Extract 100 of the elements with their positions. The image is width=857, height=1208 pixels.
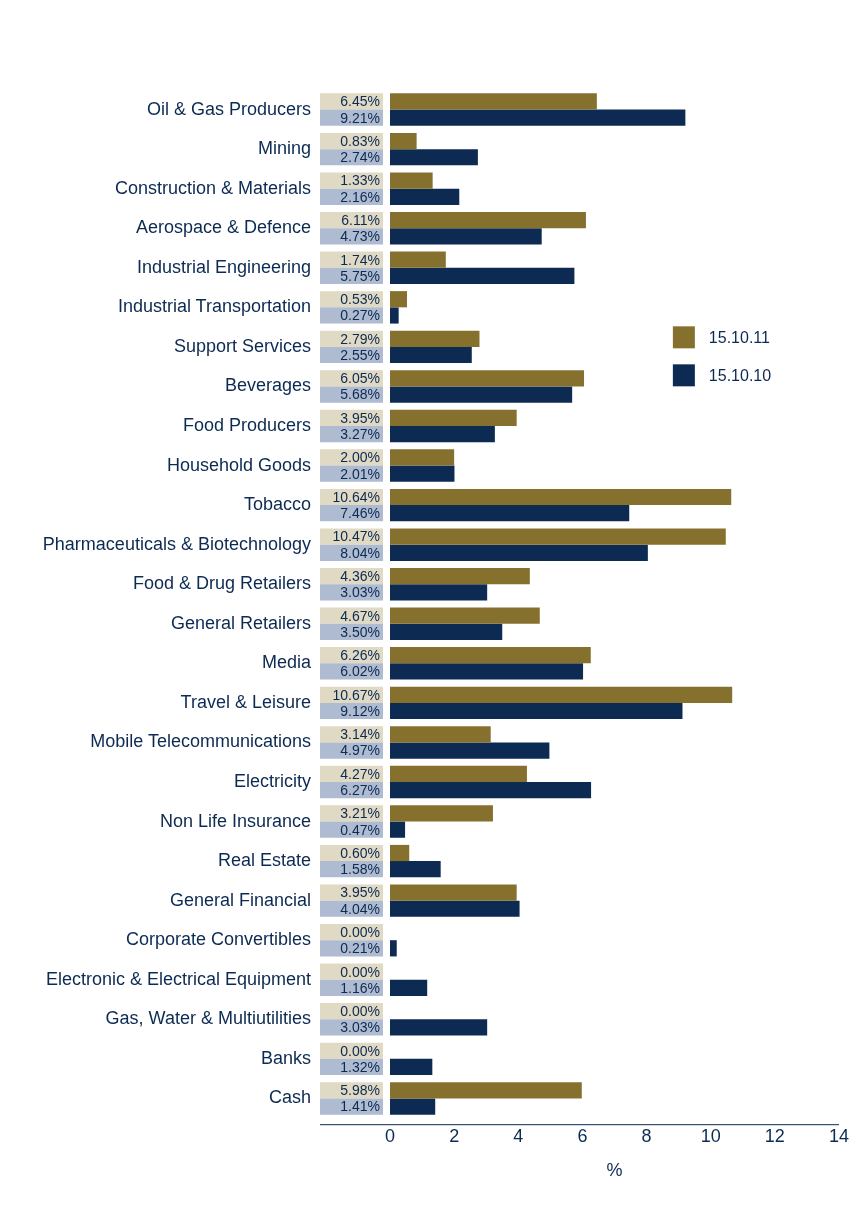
data-label: 3.03% [340,584,380,601]
y-tick-label: Electronic & Electrical Equipment [45,968,311,989]
bar [390,1019,488,1036]
bar [390,449,455,466]
bar [390,1058,433,1076]
bar [390,212,586,229]
data-label: 1.16% [340,979,380,996]
data-label: 2.74% [340,149,380,166]
data-label: 4.73% [340,228,380,245]
data-label: 4.04% [340,900,380,917]
data-label: 4.36% [340,567,380,584]
data-label: 4.67% [340,607,380,624]
bar [390,940,397,957]
bar [390,346,472,364]
data-label: 2.01% [340,465,380,482]
y-tick-label: Industrial Engineering [136,256,311,277]
x-tick-label: 6 [577,1125,588,1146]
data-label: 0.00% [340,963,380,980]
data-label: 2.55% [340,346,380,363]
data-label: 2.16% [340,188,380,205]
bar [390,528,726,545]
data-label: 2.00% [340,449,380,466]
data-label: 6.27% [340,781,380,798]
data-label: 1.33% [340,172,380,189]
data-label: 9.12% [340,702,380,719]
y-tick-label: Electricity [233,770,311,791]
data-label: 7.46% [340,505,380,522]
data-label: 6.02% [340,663,380,680]
bar [390,726,491,743]
x-axis-title: % [606,1159,623,1180]
data-label: 5.75% [340,267,380,284]
bar [390,979,428,996]
bar [390,702,683,720]
y-tick-label: Industrial Transportation [117,296,311,317]
y-tick-label: Media [261,652,312,673]
y-tick-label: Food Producers [182,414,311,435]
bar [390,386,573,403]
y-tick-label: Real Estate [217,850,311,871]
data-label: 0.00% [340,1003,380,1020]
data-label: 6.05% [340,370,380,387]
y-tick-label: Gas, Water & Multiutilities [105,1008,311,1029]
bar [390,488,732,506]
bar [390,844,410,862]
bar [390,607,540,624]
data-label: 0.21% [340,940,380,957]
data-label: 0.00% [340,923,380,940]
y-tick-label: General Retailers [170,612,311,633]
bar [390,765,527,782]
data-label: 0.53% [340,291,380,308]
data-label: 10.67% [332,686,380,703]
bar [390,584,488,601]
x-tick-label: 0 [384,1125,396,1146]
y-tick-label: Aerospace & Defence [135,217,311,238]
y-tick-label: Oil & Gas Producers [146,98,311,119]
y-tick-label: Food & Drug Retailers [132,573,311,594]
data-label: 1.74% [340,251,380,268]
bar [390,900,520,917]
data-label: 10.47% [332,528,380,545]
data-label: 10.64% [332,488,380,505]
bar [390,93,597,110]
data-label: 4.27% [340,765,380,782]
data-label: 8.04% [340,544,380,561]
y-tick-label: Construction & Materials [114,177,311,198]
bar [390,267,575,285]
y-tick-label: General Financial [169,889,311,910]
data-label: 0.27% [340,307,380,324]
data-label: 3.21% [340,805,380,822]
data-label: 4.97% [340,742,380,759]
x-tick-label: 12 [764,1125,785,1146]
bar [390,884,517,901]
data-label: 1.58% [340,861,380,878]
y-tick-label: Tobacco [243,494,311,515]
data-label: 0.60% [340,844,380,861]
data-label: 6.45% [340,93,380,110]
data-label: 3.95% [340,409,380,426]
bar [390,465,455,482]
x-tick-label: 8 [641,1125,652,1146]
y-tick-label: Cash [268,1087,311,1108]
y-tick-label: Beverages [224,375,311,396]
bar [390,307,399,324]
bar [390,291,407,308]
legend-label: 15.10.10 [708,366,772,384]
legend-label: 15.10.11 [708,328,771,346]
y-tick-label: Pharmaceuticals & Biotechnology [42,533,311,554]
bar [390,781,592,799]
data-label: 0.00% [340,1042,380,1059]
bar [390,1098,436,1115]
bar [390,370,585,387]
data-label: 1.41% [340,1098,380,1115]
bar [390,188,460,205]
y-tick-label: Mining [257,138,311,159]
bar [390,805,493,822]
x-tick-label: 2 [449,1125,460,1146]
data-label: 6.26% [340,647,380,664]
data-label: 3.03% [340,1019,380,1036]
bar [390,647,591,664]
data-label: 0.83% [340,132,380,149]
bar [390,1082,582,1099]
bar [390,330,480,347]
bar [390,426,495,443]
